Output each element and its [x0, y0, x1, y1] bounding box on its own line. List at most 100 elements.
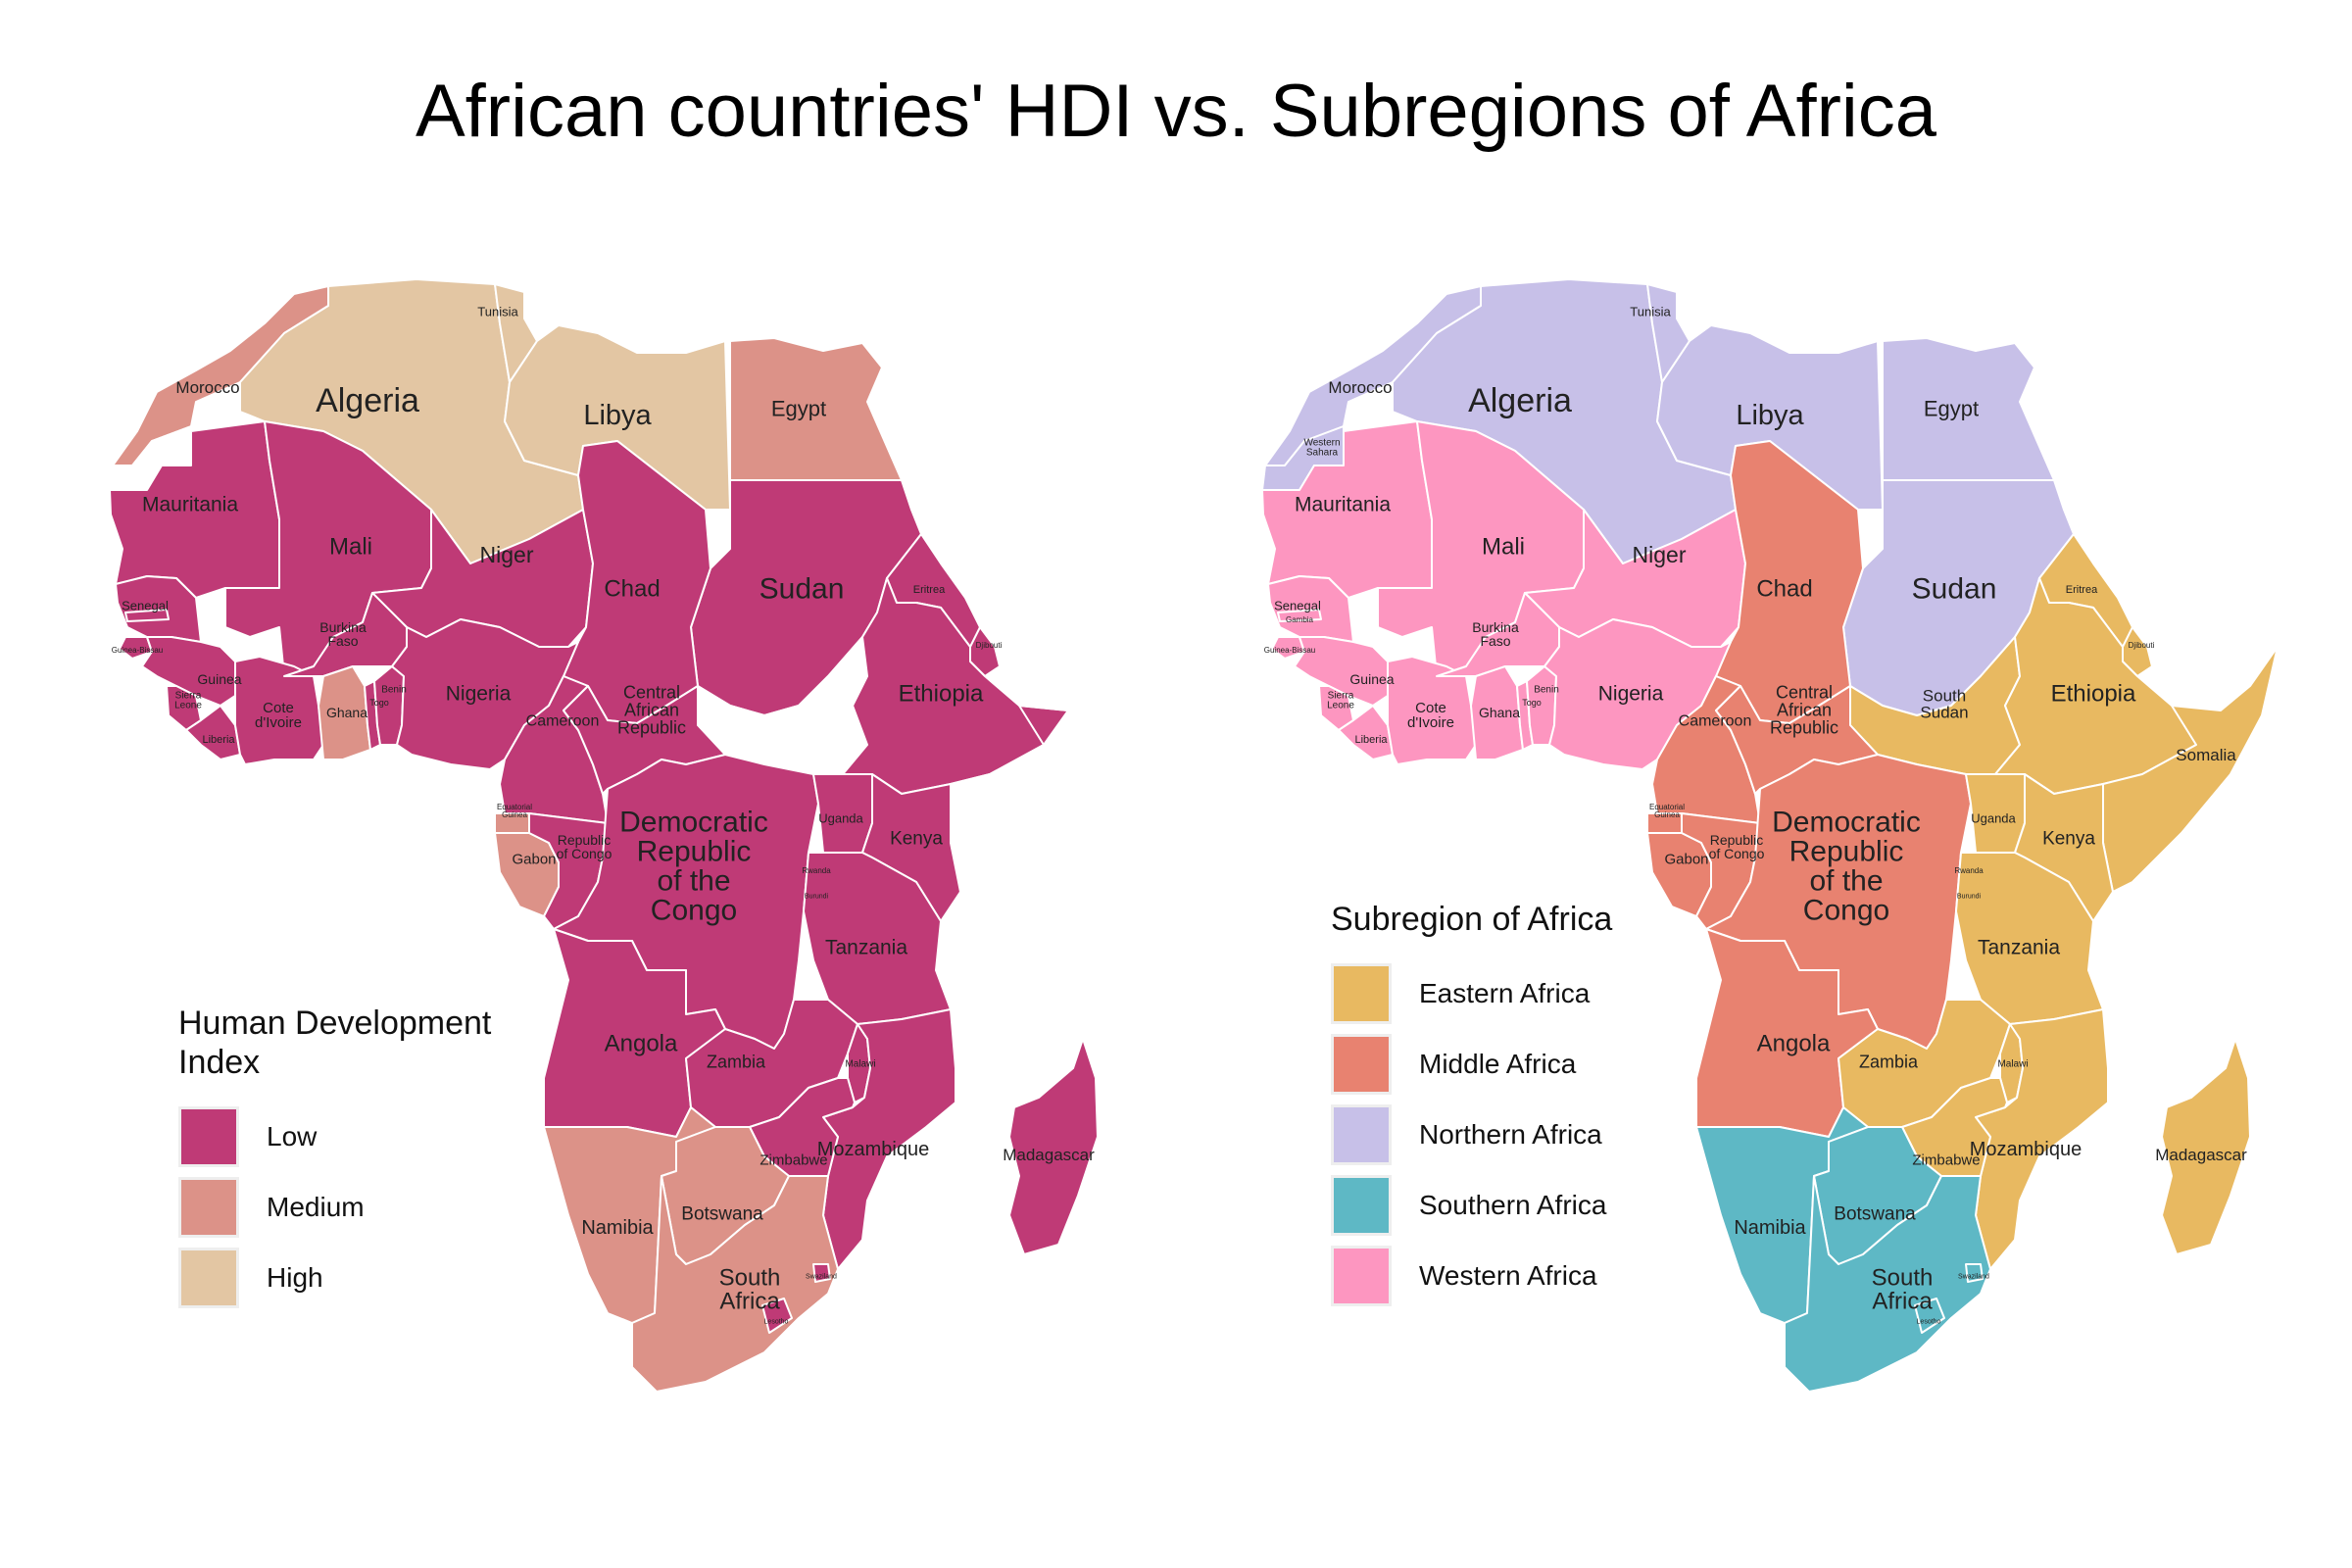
region-label-zimbabwe: Zimbabwe [1912, 1152, 1980, 1168]
region-label-gambia: Gambia [1286, 615, 1314, 624]
hdi-label-guinea: Guinea [197, 671, 241, 687]
legend-item-medium: Medium [178, 1172, 491, 1243]
region-label-mozambique: Mozambique [1970, 1139, 2082, 1160]
region-label-malawi: Malawi [1997, 1059, 2028, 1070]
hdi-label-chad: Chad [604, 575, 660, 602]
region-country-lesotho [1914, 1298, 1945, 1334]
hdi-label-djibouti: Djibouti [976, 641, 1003, 650]
hdi-country-south-africa [631, 1175, 839, 1393]
region-label-nigeria: Nigeria [1598, 682, 1664, 705]
hdi-label-morocco: Morocco [175, 378, 239, 397]
region-label-car: Central African Republic [1770, 682, 1838, 737]
hdi-label-namibia: Namibia [581, 1217, 654, 1239]
hdi-label-algeria: Algeria [316, 382, 419, 419]
hdi-country-swaziland [812, 1263, 831, 1283]
legend-swatch-high [178, 1248, 239, 1308]
region-label-djibouti: Djibouti [2129, 641, 2155, 650]
legend-item-southern-africa: Southern Africa [1331, 1170, 1612, 1241]
hdi-label-burundi: Burundi [805, 893, 829, 900]
hdi-label-safrica: South Africa [719, 1264, 781, 1314]
region-label-mauritania: Mauritania [1295, 493, 1391, 515]
hdi-label-uganda: Uganda [818, 811, 863, 826]
hdi-label-malawi: Malawi [845, 1059, 875, 1070]
hdi-label-zambia: Zambia [707, 1052, 766, 1071]
hdi-label-car: Central African Republic [617, 682, 686, 737]
hdi-label-eritrea: Eritrea [913, 584, 946, 596]
region-label-somalia: Somalia [2176, 746, 2236, 764]
region-label-angola: Angola [1757, 1030, 1831, 1056]
hdi-label-senegal: Senegal [122, 599, 169, 613]
hdi-label-ethiopia: Ethiopia [899, 680, 984, 707]
legend-swatch-southern [1331, 1175, 1392, 1236]
hdi-label-mali: Mali [329, 533, 372, 560]
region-label-burundi: Burundi [1957, 893, 1982, 900]
legend-item-high: High [178, 1243, 491, 1313]
legend-swatch-low [178, 1106, 239, 1167]
subregion-legend-title: Subregion of Africa [1331, 901, 1613, 938]
region-label-rwanda: Rwanda [1954, 866, 1984, 875]
hdi-country-somalia [950, 646, 1126, 893]
hdi-legend-title: Human Development Index [178, 1004, 492, 1081]
hdi-label-gbissau: Guinea-Bissau [112, 646, 163, 655]
hdi-label-madagascar: Madagascar [1003, 1146, 1095, 1164]
region-label-gbissau: Guinea-Bissau [1264, 646, 1315, 655]
region-country-gabon [1646, 832, 1712, 917]
legend-swatch-medium [178, 1177, 239, 1238]
hdi-label-eqguinea: Equatorial Guinea [497, 803, 532, 819]
region-label-togo: Togo [1522, 698, 1542, 708]
hdi-label-benin: Benin [381, 685, 407, 696]
region-label-chad: Chad [1756, 575, 1812, 602]
region-label-algeria: Algeria [1468, 382, 1572, 419]
region-label-ghana: Ghana [1479, 705, 1520, 720]
hdi-country-gabon [494, 832, 560, 917]
subregion-legend: Subregion of Africa Eastern Africa Middl… [1331, 900, 1612, 1311]
hdi-label-niger: Niger [480, 542, 534, 567]
hdi-label-angola: Angola [605, 1030, 678, 1056]
hdi-country-lesotho [761, 1298, 793, 1334]
region-label-libya: Libya [1736, 400, 1804, 431]
hdi-label-egypt: Egypt [771, 397, 826, 421]
legend-item-middle-africa: Middle Africa [1331, 1029, 1612, 1100]
region-label-cameroon: Cameroon [1679, 713, 1752, 730]
region-label-botswana: Botswana [1834, 1204, 1916, 1225]
hdi-label-congo: Republic of Congo [557, 832, 612, 861]
hdi-country-guinea-bissau [119, 636, 153, 660]
region-label-drc: Democratic Republic of the Congo [1772, 807, 1921, 927]
hdi-legend: Human Development Index Low Medium High [178, 1004, 491, 1313]
region-country-gambia [1277, 609, 1322, 622]
figure-title: African countries' HDI vs. Subregions of… [415, 70, 1937, 153]
hdi-label-rwanda: Rwanda [802, 866, 831, 875]
region-label-eritrea: Eritrea [2066, 584, 2098, 596]
region-label-lesotho: Lesotho [1917, 1318, 1941, 1325]
hdi-label-gabon: Gabon [512, 851, 556, 867]
hdi-label-civoire: Cote d'Ivoire [255, 700, 302, 731]
region-label-morocco: Morocco [1328, 378, 1392, 397]
region-country-guinea-bissau [1271, 636, 1305, 660]
hdi-country-gambia [124, 609, 170, 622]
hdi-label-mauritania: Mauritania [142, 493, 238, 515]
legend-item-eastern-africa: Eastern Africa [1331, 958, 1612, 1029]
region-country-south-africa [1784, 1175, 1991, 1393]
hdi-label-ghana: Ghana [326, 705, 368, 720]
hdi-label-tunisia: Tunisia [477, 305, 518, 319]
region-label-civoire: Cote d'Ivoire [1407, 700, 1454, 731]
hdi-label-eswatini: Swaziland [806, 1273, 837, 1280]
region-label-ssudan: South Sudan [1920, 686, 1968, 721]
hdi-label-drc: Democratic Republic of the Congo [619, 807, 768, 927]
region-label-congo: Republic of Congo [1709, 832, 1765, 861]
hdi-label-sleone: Sierra Leone [174, 691, 202, 711]
hdi-label-mozambique: Mozambique [817, 1139, 930, 1160]
region-label-sleone: Sierra Leone [1327, 691, 1354, 711]
hdi-label-zimbabwe: Zimbabwe [760, 1152, 827, 1168]
hdi-label-botswana: Botswana [681, 1204, 763, 1225]
legend-swatch-northern [1331, 1104, 1392, 1165]
hdi-label-cameroon: Cameroon [526, 713, 600, 730]
subregion-map: Morocco Western Sahara Algeria Tunisia Libya E… [1261, 278, 2278, 1393]
region-label-benin: Benin [1534, 685, 1559, 696]
legend-item-low: Low [178, 1102, 491, 1172]
region-label-burkina: Burkina Faso [1472, 619, 1519, 649]
region-label-eswatini: Swaziland [1958, 1273, 1989, 1280]
hdi-label-togo: Togo [369, 698, 389, 708]
